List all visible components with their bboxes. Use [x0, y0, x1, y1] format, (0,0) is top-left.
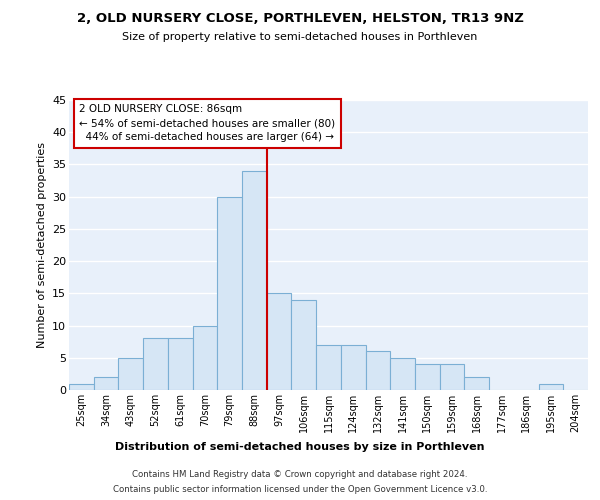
Text: 2, OLD NURSERY CLOSE, PORTHLEVEN, HELSTON, TR13 9NZ: 2, OLD NURSERY CLOSE, PORTHLEVEN, HELSTO… — [77, 12, 523, 26]
Bar — [440, 364, 464, 390]
Bar — [217, 196, 242, 390]
Text: Contains HM Land Registry data © Crown copyright and database right 2024.: Contains HM Land Registry data © Crown c… — [132, 470, 468, 479]
Y-axis label: Number of semi-detached properties: Number of semi-detached properties — [37, 142, 47, 348]
Bar — [415, 364, 440, 390]
Text: Size of property relative to semi-detached houses in Porthleven: Size of property relative to semi-detach… — [122, 32, 478, 42]
Text: 2 OLD NURSERY CLOSE: 86sqm
← 54% of semi-detached houses are smaller (80)
  44% : 2 OLD NURSERY CLOSE: 86sqm ← 54% of semi… — [79, 104, 335, 142]
Bar — [143, 338, 168, 390]
Bar — [292, 300, 316, 390]
Bar — [464, 377, 489, 390]
Bar — [94, 377, 118, 390]
Text: Contains public sector information licensed under the Open Government Licence v3: Contains public sector information licen… — [113, 485, 487, 494]
Text: Distribution of semi-detached houses by size in Porthleven: Distribution of semi-detached houses by … — [115, 442, 485, 452]
Bar — [267, 294, 292, 390]
Bar — [365, 352, 390, 390]
Bar — [539, 384, 563, 390]
Bar — [193, 326, 217, 390]
Bar — [316, 345, 341, 390]
Bar — [242, 171, 267, 390]
Bar — [69, 384, 94, 390]
Bar — [341, 345, 365, 390]
Bar — [118, 358, 143, 390]
Bar — [390, 358, 415, 390]
Bar — [168, 338, 193, 390]
